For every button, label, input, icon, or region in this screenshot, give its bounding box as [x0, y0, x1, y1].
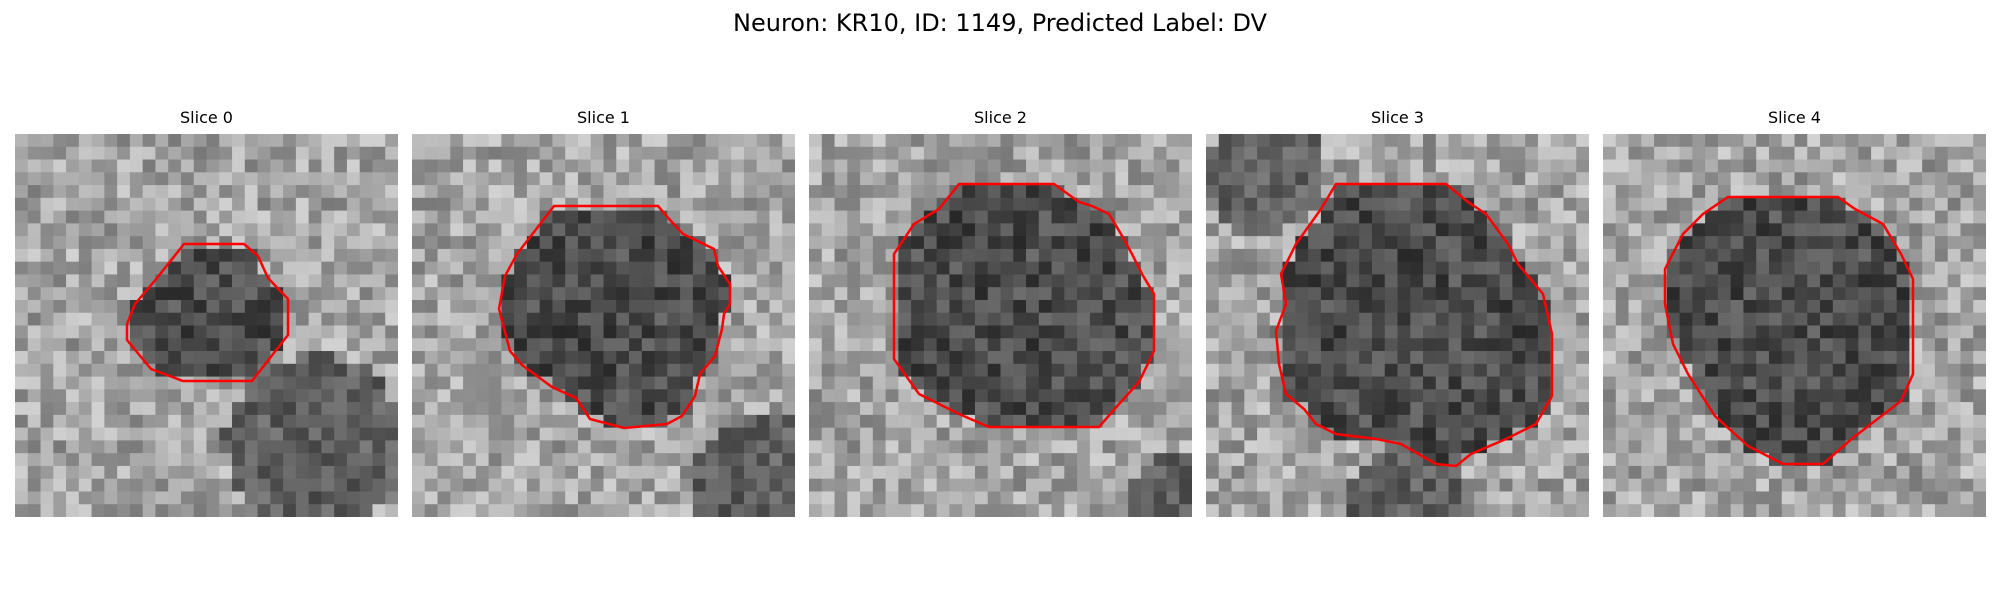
slice-2-title: Slice 2 [974, 108, 1027, 127]
slice-1-image [412, 134, 795, 517]
slice-3-contour [1274, 182, 1554, 468]
slice-1-contour [497, 204, 732, 430]
slice-0-title: Slice 0 [180, 108, 233, 127]
slice-0-contour [125, 242, 290, 383]
slice-0-image [15, 134, 398, 517]
slice-4-image [1603, 134, 1986, 517]
slice-2-image [809, 134, 1192, 517]
slice-3-title: Slice 3 [1371, 108, 1424, 127]
slice-2-contour [892, 182, 1156, 429]
figure-title: Neuron: KR10, ID: 1149, Predicted Label:… [733, 9, 1267, 37]
slice-4-contour [1663, 195, 1915, 466]
slice-3-image [1206, 134, 1589, 517]
slice-1-title: Slice 1 [577, 108, 630, 127]
slice-4-title: Slice 4 [1768, 108, 1821, 127]
